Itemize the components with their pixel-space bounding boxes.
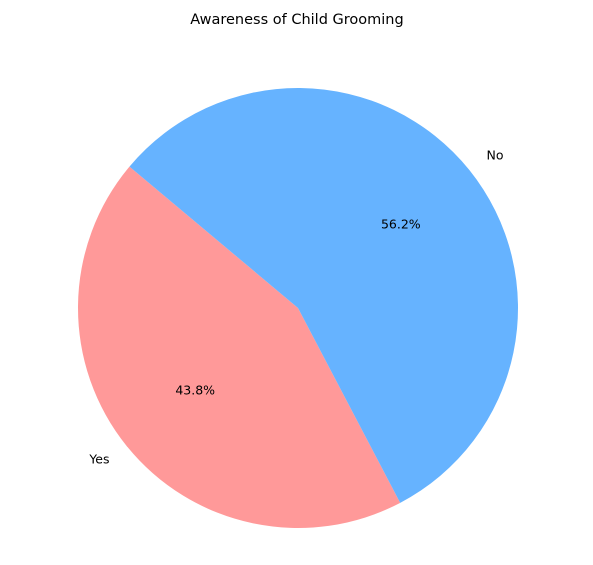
pie-slice-no [129,88,519,503]
pie-slice-yes [77,166,401,529]
pie-slices [77,88,519,529]
slice-label-no: No [486,148,503,163]
slice-percent-yes: 43.8% [175,382,215,397]
chart-title: Awareness of Child Grooming [190,12,403,28]
pie-labels: Yes 43.8% No 56.2% [88,148,503,467]
slice-percent-no: 56.2% [381,217,421,232]
slice-label-yes: Yes [88,451,109,466]
